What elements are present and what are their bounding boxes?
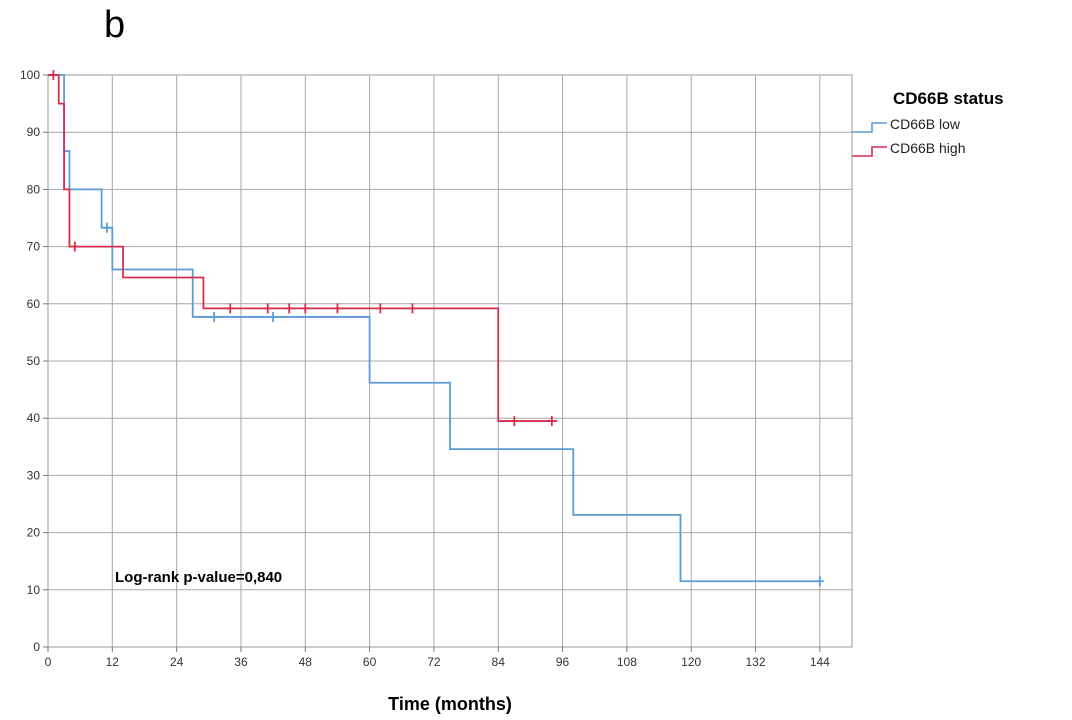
x-tick-label: 120 — [681, 655, 701, 669]
legend-swatch — [852, 146, 887, 157]
x-tick-label: 108 — [617, 655, 637, 669]
censor-mark-cd66b-low — [269, 311, 278, 322]
censor-mark-cd66b-high — [547, 416, 556, 427]
legend-item-cd66b-low: CD66B low — [852, 116, 961, 133]
x-tick-label: 96 — [556, 655, 570, 669]
y-tick-label: 90 — [27, 125, 41, 139]
censor-mark-cd66b-high — [333, 303, 342, 314]
legend-swatch — [852, 122, 887, 133]
x-tick-label: 36 — [234, 655, 248, 669]
legend-label: CD66B high — [890, 140, 966, 156]
tick-labels: 0 12 24 36 48 60 72 84 96 108 120 132 144 0 10 20 30 40 50… — [20, 68, 830, 669]
legend: CD66B status CD66B low CD66B high — [852, 89, 1004, 157]
series-layer — [48, 70, 824, 587]
censor-mark-cd66b-high — [263, 303, 272, 314]
censor-mark-cd66b-high — [226, 303, 235, 314]
x-tick-label: 60 — [363, 655, 377, 669]
y-tick-label: 30 — [27, 468, 41, 482]
x-tick-label: 12 — [106, 655, 120, 669]
censor-mark-cd66b-high — [301, 303, 310, 314]
legend-label: CD66B low — [890, 116, 961, 132]
censor-mark-cd66b-high — [408, 303, 417, 314]
censor-mark-cd66b-low — [210, 311, 219, 322]
censor-mark-cd66b-low — [815, 576, 824, 587]
censor-mark-cd66b-low — [102, 222, 111, 233]
y-tick-label: 20 — [27, 526, 41, 540]
x-tick-label: 0 — [45, 655, 52, 669]
logrank-annotation: Log-rank p-value=0,840 — [115, 569, 282, 586]
x-tick-label: 72 — [427, 655, 441, 669]
censor-mark-cd66b-high — [376, 303, 385, 314]
x-tick-label: 48 — [299, 655, 313, 669]
panel-letter: b — [104, 4, 126, 46]
y-tick-label: 50 — [27, 354, 41, 368]
censor-mark-cd66b-high — [510, 416, 519, 427]
y-tick-label: 10 — [27, 583, 41, 597]
y-tick-label: 60 — [27, 297, 41, 311]
x-tick-label: 24 — [170, 655, 184, 669]
y-tick-label: 100 — [20, 68, 40, 82]
x-tick-label: 144 — [810, 655, 830, 669]
y-tick-label: 0 — [33, 640, 40, 654]
x-axis-title: Time (months) — [388, 694, 512, 714]
y-tick-label: 40 — [27, 411, 41, 425]
x-tick-label: 84 — [492, 655, 506, 669]
y-tick-label: 70 — [27, 240, 41, 254]
legend-item-cd66b-high: CD66B high — [852, 140, 966, 157]
series-line-cd66b-high — [48, 74, 558, 422]
x-tick-label: 132 — [746, 655, 766, 669]
series-line-cd66b-low — [48, 74, 820, 583]
censor-mark-cd66b-high — [70, 241, 79, 252]
legend-title: CD66B status — [893, 89, 1004, 108]
censor-mark-cd66b-high — [49, 70, 58, 80]
y-tick-label: 80 — [27, 182, 41, 196]
censor-mark-cd66b-high — [285, 303, 294, 314]
